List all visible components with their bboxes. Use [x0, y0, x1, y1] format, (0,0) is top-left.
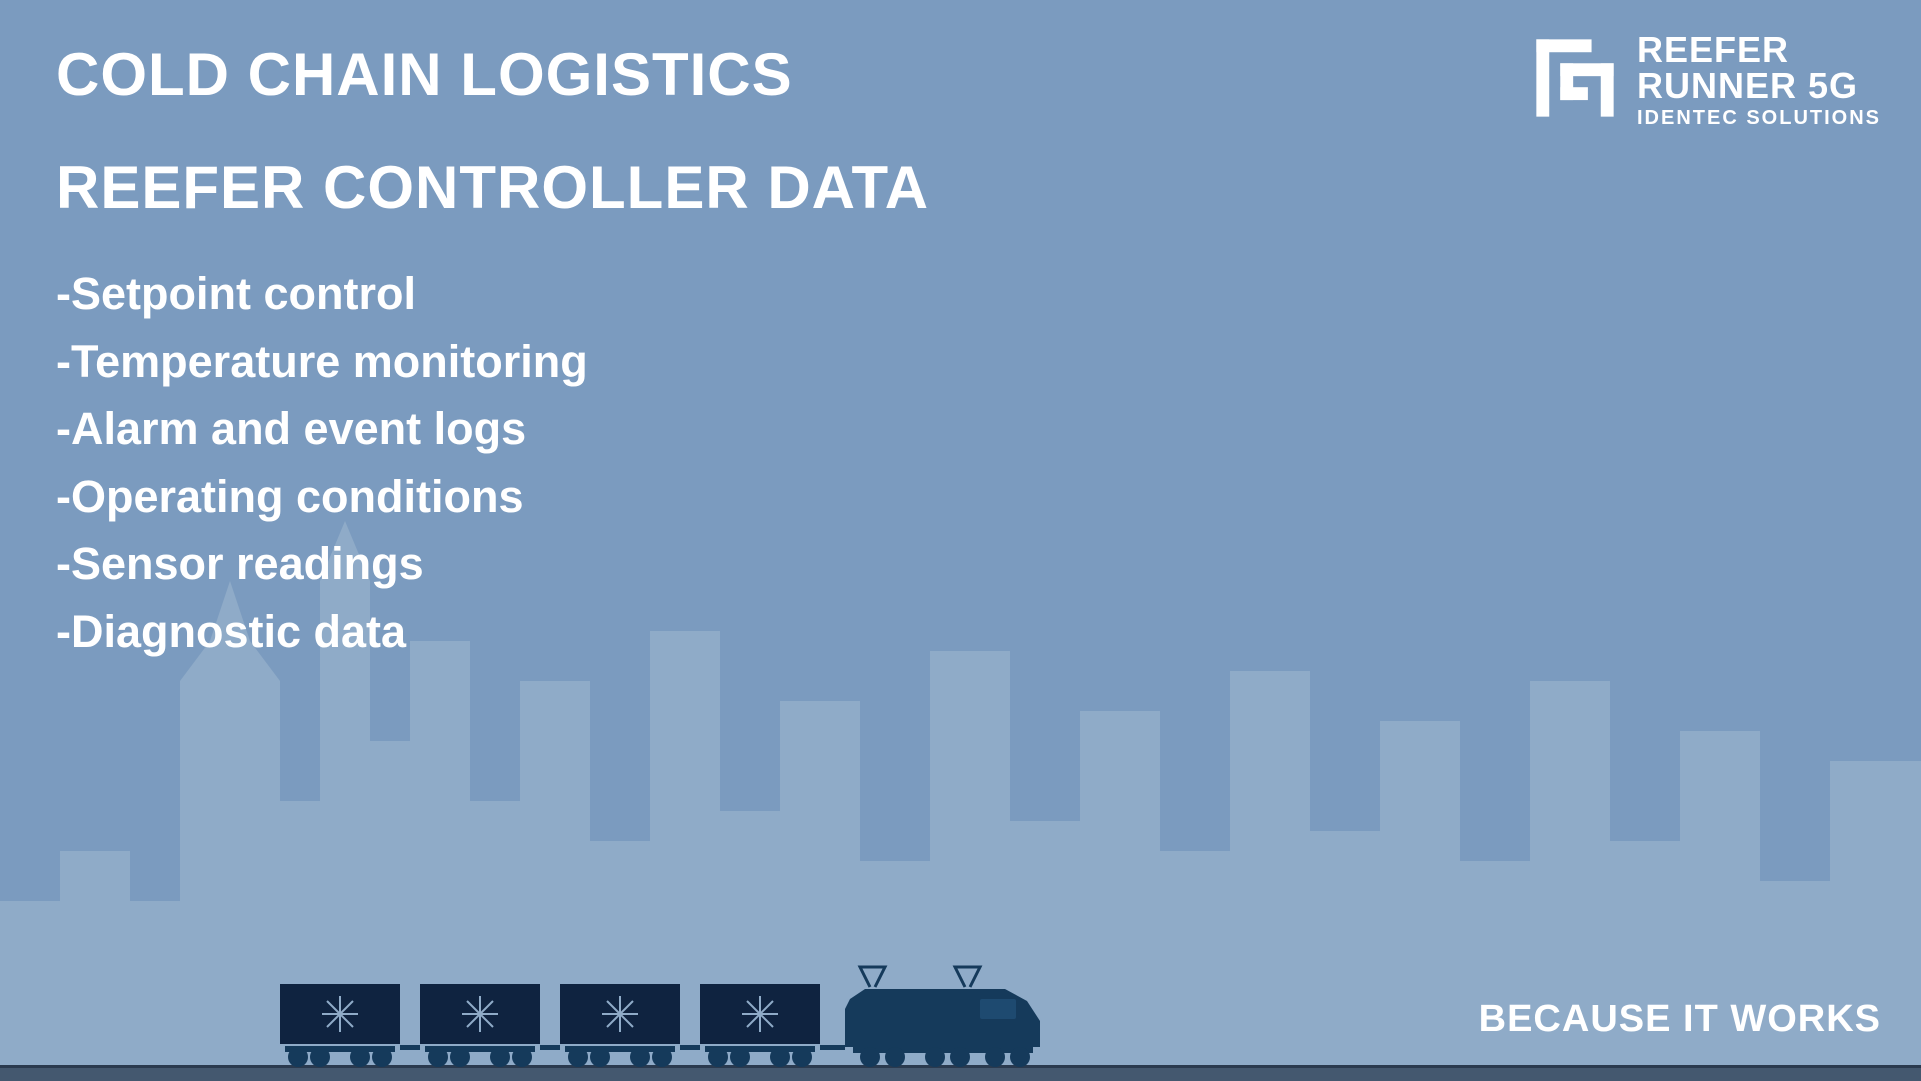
- logo-line3: IDENTEC SOLUTIONS: [1637, 108, 1881, 128]
- bullet-item: -Sensor readings: [56, 530, 1865, 598]
- bullet-item: -Setpoint control: [56, 260, 1865, 328]
- bullet-item: -Diagnostic data: [56, 598, 1865, 666]
- bullet-list: -Setpoint control -Temperature monitorin…: [56, 260, 1865, 665]
- bullet-item: -Temperature monitoring: [56, 328, 1865, 396]
- railcar-4: [700, 984, 820, 1067]
- tagline: BECAUSE IT WORKS: [1479, 998, 1881, 1041]
- bullet-item: -Alarm and event logs: [56, 395, 1865, 463]
- logo-text: REEFER RUNNER 5G IDENTEC SOLUTIONS: [1637, 32, 1881, 128]
- railcar-1: [280, 984, 400, 1067]
- railcar-3: [560, 984, 680, 1067]
- locomotive: [845, 967, 1040, 1067]
- logo-mark-icon: [1529, 32, 1621, 124]
- title-2: REEFER CONTROLLER DATA: [56, 153, 1865, 222]
- bullet-item: -Operating conditions: [56, 463, 1865, 531]
- train-illustration: [280, 949, 1060, 1069]
- railcar-2: [420, 984, 540, 1067]
- logo-line2: RUNNER 5G: [1637, 68, 1881, 104]
- slide: REEFER RUNNER 5G IDENTEC SOLUTIONS COLD …: [0, 0, 1921, 1081]
- logo-block: REEFER RUNNER 5G IDENTEC SOLUTIONS: [1529, 32, 1881, 128]
- logo-line1: REEFER: [1637, 32, 1881, 68]
